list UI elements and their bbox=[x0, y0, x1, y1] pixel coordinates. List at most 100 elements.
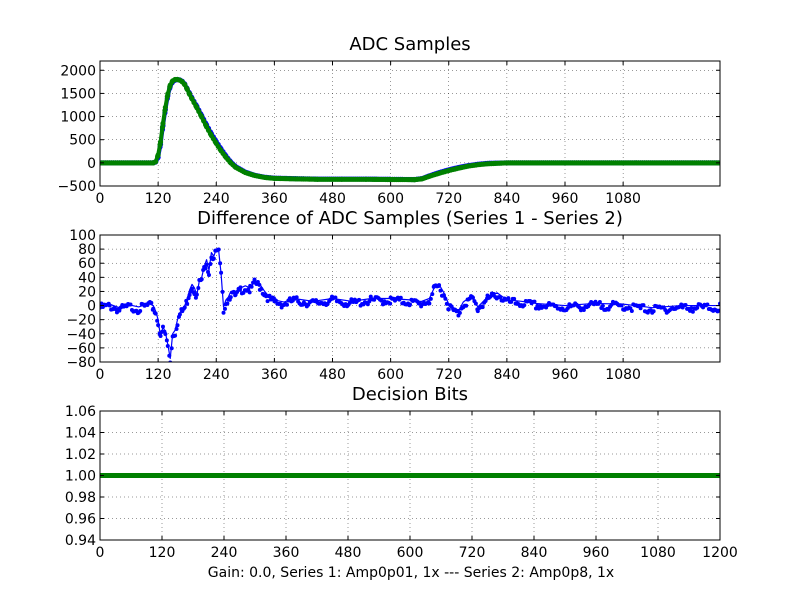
diff-series-1-point bbox=[444, 301, 449, 306]
diff-series-1-point bbox=[522, 303, 527, 308]
diff-series-1-point bbox=[167, 353, 172, 358]
adc-ytick-label: 0 bbox=[87, 156, 96, 172]
adc-series-2-point bbox=[157, 139, 164, 145]
diff-series-1-point bbox=[206, 270, 211, 274]
diff-series-1-point bbox=[175, 323, 180, 328]
diff-ytick-label: 80 bbox=[78, 242, 96, 258]
diff-series-1-point bbox=[128, 302, 133, 307]
diff-series-1-point bbox=[446, 307, 451, 312]
adc-ytick-label: 2000 bbox=[60, 63, 96, 79]
diff-series-1-point bbox=[638, 306, 643, 311]
diff-series-1-point bbox=[149, 300, 154, 305]
diff-series-1-point bbox=[193, 295, 198, 300]
diff-series-1-point bbox=[225, 301, 230, 306]
bits-ytick-label: 0.94 bbox=[65, 533, 96, 549]
diff-series-1-point bbox=[196, 285, 201, 290]
adc-xtick-label: 720 bbox=[435, 191, 462, 207]
diff-title: Difference of ADC Samples (Series 1 - Se… bbox=[197, 208, 623, 229]
diff-ytick-label: −40 bbox=[66, 327, 96, 343]
bits-xtick-label: 0 bbox=[96, 545, 105, 561]
diff-series-1-point bbox=[629, 309, 634, 313]
adc-samples-axes: 0 120 240 360 480 600 720 840 960 1080−5000500100… bbox=[58, 34, 721, 207]
diff-series-1-point bbox=[235, 289, 240, 294]
adc-title: ADC Samples bbox=[349, 34, 470, 55]
adc-axes-frame bbox=[99, 60, 721, 187]
diff-series-1-point bbox=[428, 296, 433, 301]
bits-xtick-label: 120 bbox=[149, 545, 176, 561]
diff-series-1-point bbox=[164, 338, 169, 343]
diff-series-1-point bbox=[443, 296, 448, 301]
diff-series-1-point bbox=[199, 277, 204, 282]
diff-xtick-label: 0 bbox=[96, 367, 105, 383]
diff-series-1-point bbox=[294, 295, 299, 300]
diff-series-1-point bbox=[619, 303, 624, 308]
bits-xtick-label: 840 bbox=[521, 545, 548, 561]
diff-xtick-label: 480 bbox=[319, 367, 346, 383]
diff-ytick-label: 20 bbox=[78, 284, 96, 300]
diff-series-1-point bbox=[107, 303, 112, 308]
diff-series-1-point bbox=[238, 285, 243, 290]
diff-series-1-point bbox=[113, 307, 118, 312]
bits-xtick-label: 600 bbox=[397, 545, 424, 561]
diff-ytick-label: 40 bbox=[78, 270, 96, 286]
diff-series-1-point bbox=[158, 334, 163, 339]
diff-series-1-point bbox=[163, 332, 168, 336]
diff-series-1-point bbox=[187, 292, 192, 297]
diff-series-1-point bbox=[153, 311, 158, 316]
diff-series-1-point bbox=[464, 303, 469, 308]
adc-ytick-label: 1000 bbox=[60, 110, 96, 126]
diff-series-1-point bbox=[581, 307, 586, 312]
diff-series-1-point bbox=[222, 306, 227, 311]
diff-series-1-point bbox=[249, 284, 254, 289]
diff-xtick-label: 240 bbox=[203, 367, 230, 383]
bits-xtick-label: 720 bbox=[459, 545, 486, 561]
diff-series-1-point bbox=[156, 323, 161, 328]
adc-series-2-point bbox=[153, 159, 159, 165]
diff-series-1-point bbox=[441, 293, 446, 298]
diff-series-1-point bbox=[689, 306, 694, 311]
diff-ytick-label: 100 bbox=[69, 228, 96, 244]
adc-ytick-label: 1500 bbox=[60, 86, 96, 102]
diff-series-1-point bbox=[651, 309, 656, 314]
diff-series-1-point bbox=[173, 333, 178, 338]
diff-series-1-point bbox=[457, 310, 462, 315]
diff-series-1-point bbox=[690, 309, 695, 314]
diff-series-1-point bbox=[259, 286, 264, 291]
diff-series-1-point bbox=[204, 262, 209, 267]
diff-series-1-point bbox=[138, 309, 143, 314]
diff-series-1-point bbox=[641, 303, 646, 308]
diff-series-1-point bbox=[491, 292, 496, 297]
difference-axes: 0 120 240 360 480 600 720 840 960 1080−80−60−40−2… bbox=[66, 208, 721, 383]
diff-series-1-point bbox=[430, 292, 435, 297]
diff-series-1-point bbox=[264, 294, 269, 299]
diff-series-1-point bbox=[216, 247, 221, 252]
diff-series-1-point bbox=[473, 301, 478, 306]
diff-ytick-label: −60 bbox=[66, 341, 96, 357]
diff-series-1-point bbox=[267, 293, 272, 298]
bits-xtick-label: 240 bbox=[211, 545, 238, 561]
diff-series-1-point bbox=[498, 295, 503, 300]
bits-xtick-label: 480 bbox=[335, 545, 362, 561]
diff-series-1-point bbox=[475, 309, 480, 314]
diff-series-1-point bbox=[221, 310, 226, 315]
diff-series-1-point bbox=[695, 305, 700, 310]
adc-xtick-label: 120 bbox=[145, 191, 172, 207]
adc-series-2-point bbox=[165, 91, 171, 97]
diff-series-1-point bbox=[408, 302, 412, 307]
diff-series-1-point bbox=[220, 289, 225, 294]
diff-series-1-point bbox=[597, 299, 602, 304]
diff-series-1-point bbox=[287, 296, 292, 301]
diff-series-1-point bbox=[683, 302, 688, 307]
adc-xtick-label: 360 bbox=[261, 191, 288, 207]
diff-series-1-point bbox=[265, 299, 270, 304]
bits-ytick-label: 1.06 bbox=[65, 404, 96, 420]
bits-ytick-label: 0.98 bbox=[65, 490, 96, 506]
diff-xtick-label: 1080 bbox=[605, 367, 641, 383]
diff-series-1-point bbox=[185, 301, 190, 306]
diff-ytick-label: −20 bbox=[66, 313, 96, 329]
diff-series-1-point bbox=[470, 295, 475, 300]
diff-xtick-label: 360 bbox=[261, 367, 288, 383]
adc-series-2-point bbox=[199, 114, 205, 120]
figure-xlabel: Gain: 0.0, Series 1: Amp0p01, 1x --- Ser… bbox=[208, 565, 614, 581]
